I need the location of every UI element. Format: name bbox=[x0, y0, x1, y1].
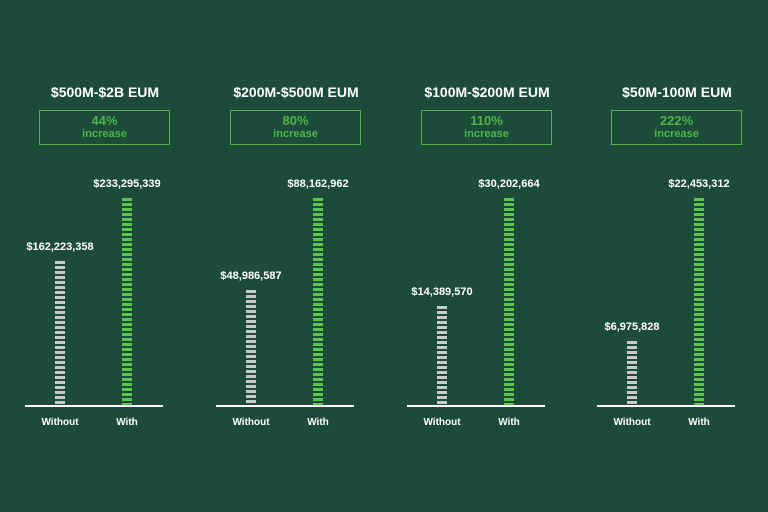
bar-value-label: $22,453,312 bbox=[668, 178, 730, 190]
x-axis-label: Without bbox=[41, 417, 79, 428]
increase-percent: 80% bbox=[282, 113, 309, 128]
bar-with bbox=[504, 198, 514, 405]
increase-badge: 110% increase bbox=[421, 110, 552, 145]
chart-title: $500M-$2B EUM bbox=[50, 84, 160, 100]
chart-panel-2: $200M-$500M EUM 80% increase $48,986,587 Wit… bbox=[216, 0, 376, 512]
increase-percent: 110% bbox=[470, 113, 503, 128]
bar-value-label: $30,202,664 bbox=[478, 178, 540, 190]
increase-percent: 222% bbox=[659, 113, 694, 128]
increase-percent: 44% bbox=[91, 113, 118, 128]
baseline bbox=[216, 405, 354, 407]
baseline bbox=[407, 405, 545, 407]
chart-title: $200M-$500M EUM bbox=[233, 84, 359, 100]
bar-value-label: $48,986,587 bbox=[220, 270, 282, 282]
chart-panel-1: $500M-$2B EUM 44% increase $162,223,358 With… bbox=[25, 0, 185, 512]
increase-label: increase bbox=[654, 128, 699, 140]
bar-with bbox=[313, 198, 323, 405]
chart-panel-4: $50M-100M EUM 222% increase $6,975,828 Witho… bbox=[597, 0, 757, 512]
increase-badge: 80% increase bbox=[230, 110, 361, 145]
baseline bbox=[597, 405, 735, 407]
increase-badge: 222% increase bbox=[611, 110, 742, 145]
bar-without bbox=[437, 306, 447, 405]
bar-value-label: $88,162,962 bbox=[287, 178, 349, 190]
bar-value-label: $162,223,358 bbox=[26, 241, 94, 253]
bar-with bbox=[694, 198, 704, 405]
increase-label: increase bbox=[273, 128, 318, 140]
bar-value-label: $14,389,570 bbox=[411, 286, 473, 298]
x-axis-label: With bbox=[116, 417, 138, 428]
x-axis-label: With bbox=[307, 417, 329, 428]
x-axis-label: With bbox=[688, 417, 710, 428]
bar-without bbox=[246, 290, 256, 405]
x-axis-label: With bbox=[498, 417, 520, 428]
chart-panel-3: $100M-$200M EUM 110% increase $14,389,570 Wi… bbox=[407, 0, 567, 512]
x-axis-label: Without bbox=[423, 417, 461, 428]
x-axis-label: Without bbox=[613, 417, 651, 428]
increase-badge: 44% increase bbox=[39, 110, 170, 145]
increase-label: increase bbox=[82, 128, 127, 140]
chart-title: $100M-$200M EUM bbox=[424, 84, 550, 100]
chart-title: $50M-100M EUM bbox=[622, 84, 732, 100]
bar-value-label: $6,975,828 bbox=[604, 321, 660, 333]
x-axis-label: Without bbox=[232, 417, 270, 428]
bar-without bbox=[55, 261, 65, 405]
bar-value-label: $233,295,339 bbox=[93, 178, 161, 190]
baseline bbox=[25, 405, 163, 407]
bar-without bbox=[627, 341, 637, 405]
increase-label: increase bbox=[464, 128, 509, 140]
bar-with bbox=[122, 198, 132, 405]
